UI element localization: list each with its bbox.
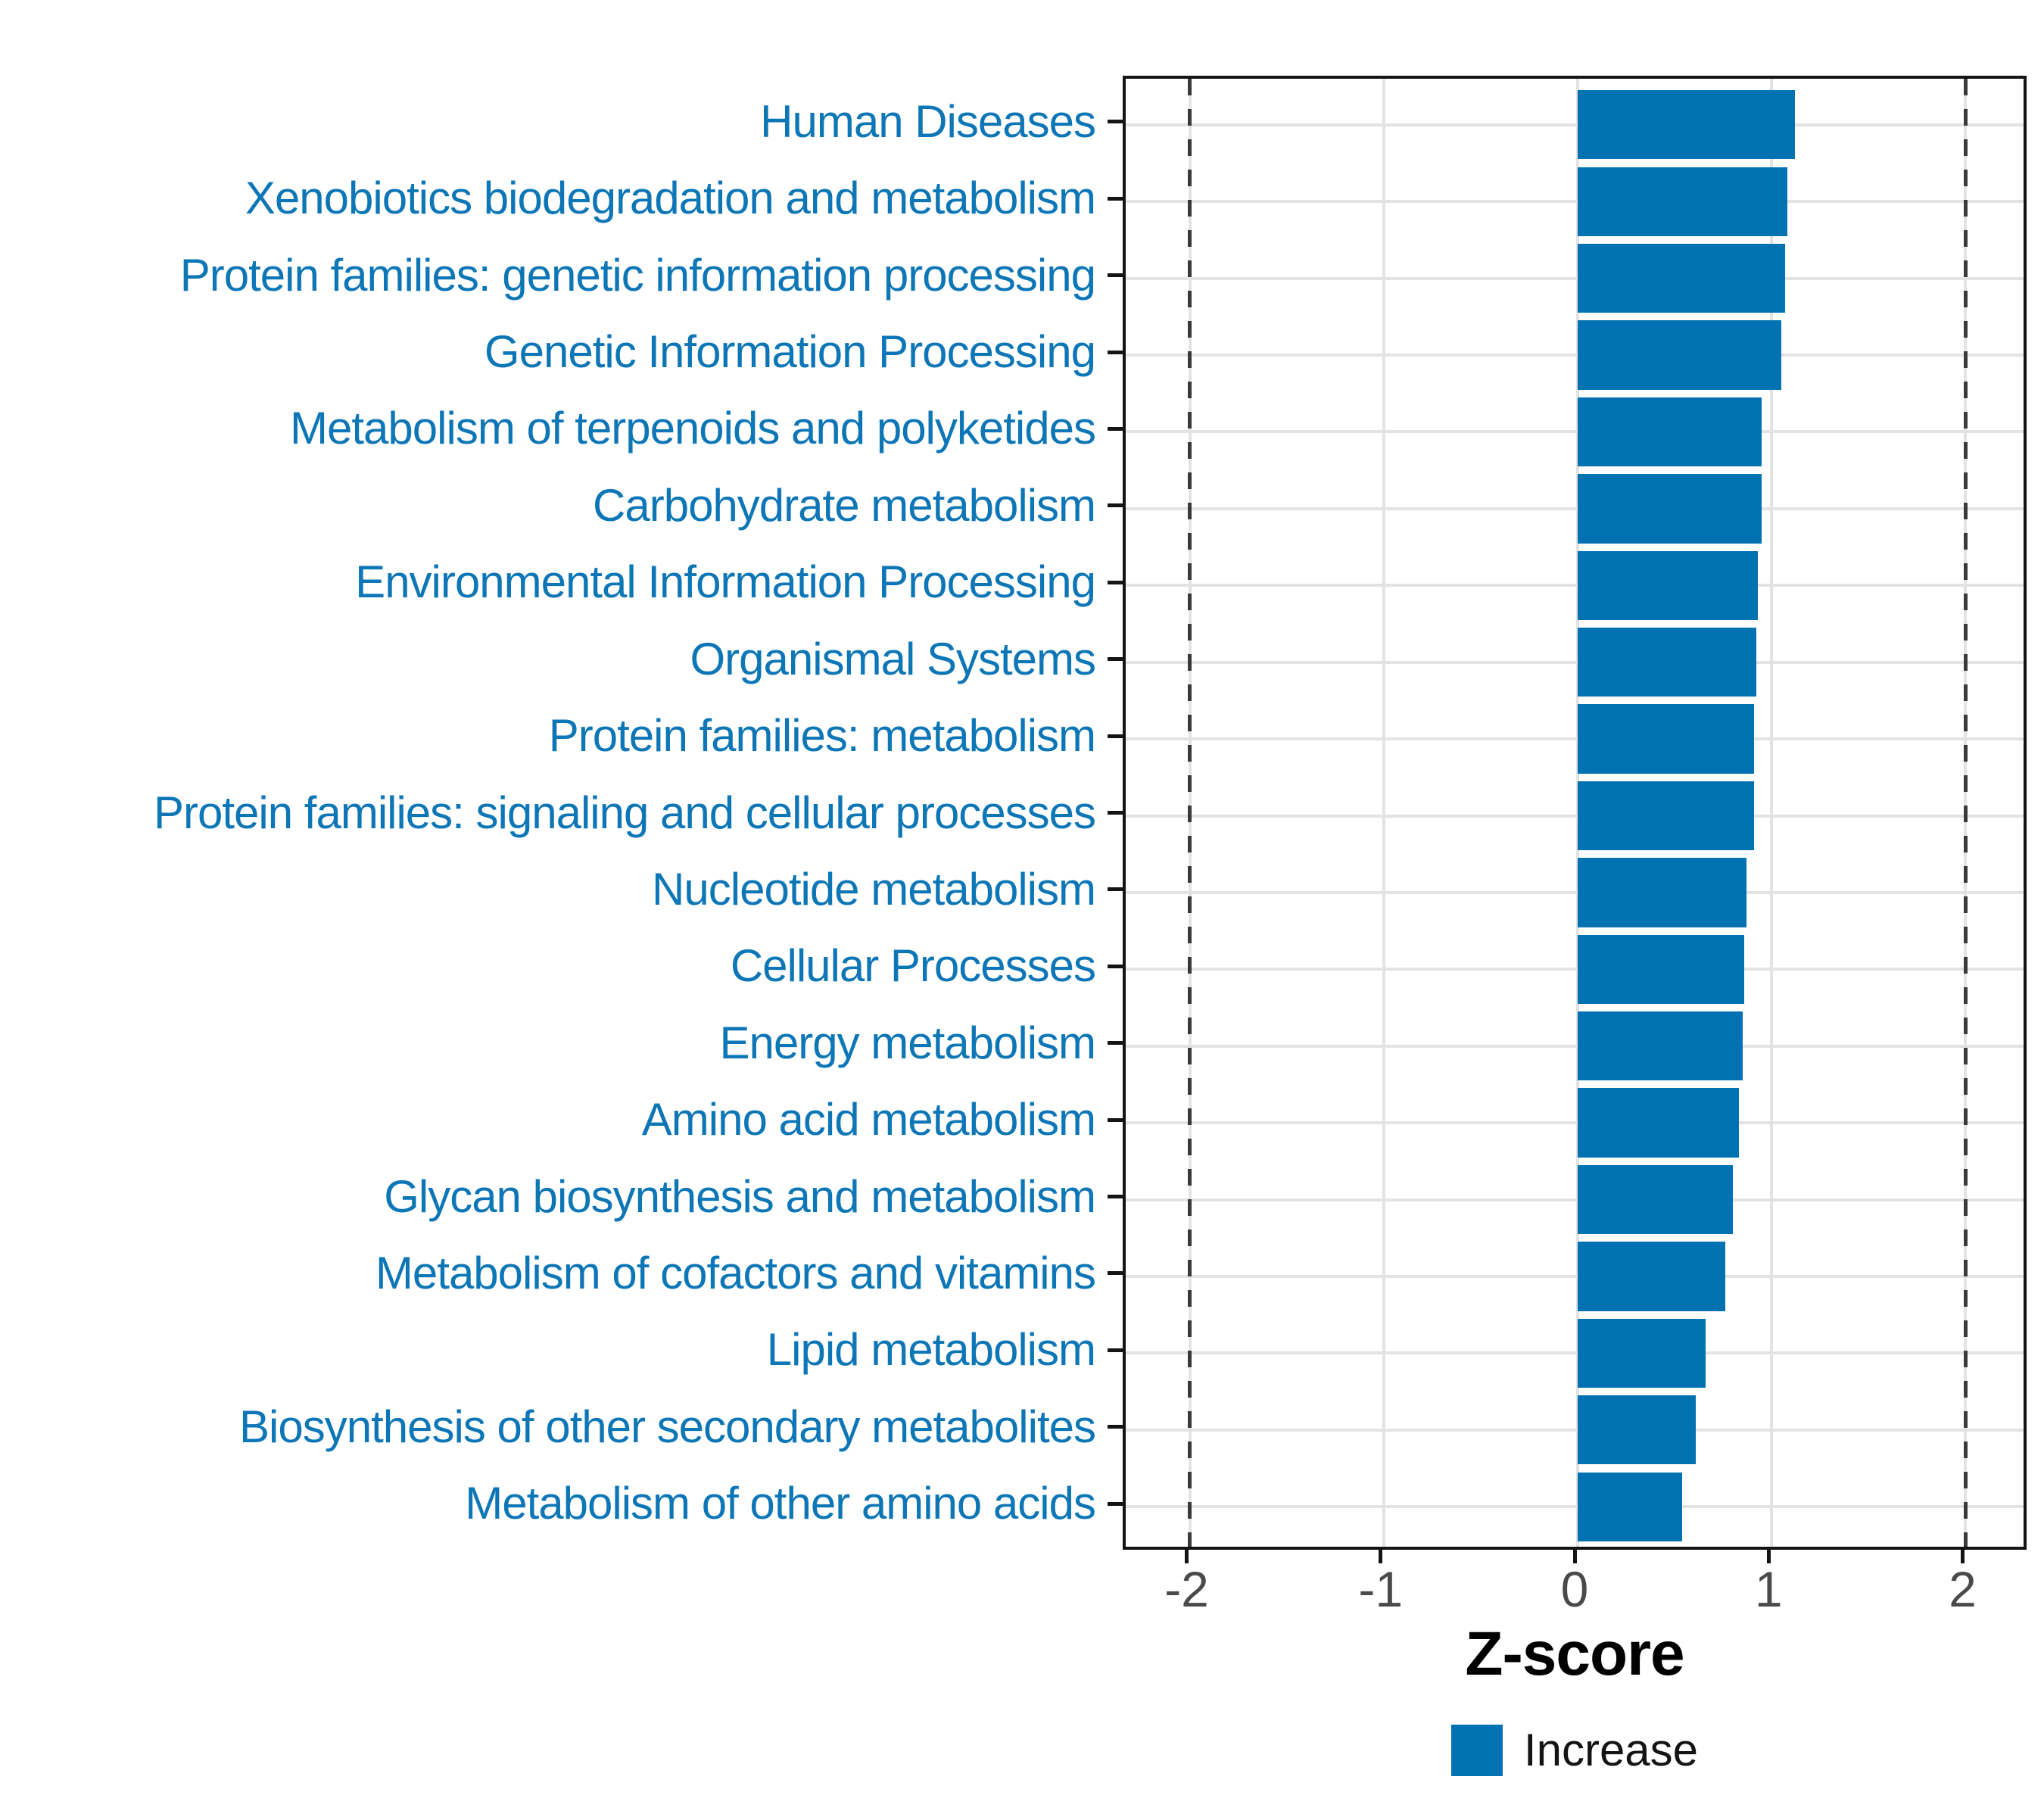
bar: [1578, 550, 1759, 620]
x-tick-label: 2: [1949, 1561, 1977, 1617]
bar: [1578, 167, 1787, 236]
legend-swatch-increase: [1450, 1725, 1503, 1776]
bar: [1578, 934, 1745, 1004]
category-label: Biosynthesis of other secondary metaboli…: [239, 1401, 1096, 1452]
y-tick: [1108, 1348, 1123, 1352]
x-tick-label: 0: [1560, 1561, 1589, 1617]
y-tick: [1108, 1271, 1123, 1276]
gridline-y: [1126, 200, 2024, 204]
y-tick: [1108, 1501, 1123, 1506]
y-tick: [1108, 964, 1123, 968]
category-label: Nucleotide metabolism: [652, 863, 1096, 915]
category-label: Human Diseases: [760, 95, 1096, 147]
gridline-y: [1126, 1428, 2024, 1432]
gridline-y: [1126, 1505, 2024, 1509]
y-tick: [1108, 120, 1123, 124]
category-label: Amino acid metabolism: [641, 1094, 1096, 1145]
x-axis-title-wrap: Z-score: [1123, 1619, 2027, 1690]
category-label: Energy metabolism: [719, 1017, 1096, 1068]
bar: [1578, 1318, 1706, 1388]
gridline-y: [1126, 737, 2024, 741]
bar: [1578, 1242, 1725, 1311]
x-axis-title: Z-score: [1465, 1619, 1684, 1688]
gridline-y: [1126, 506, 2024, 510]
bar: [1578, 90, 1795, 160]
gridline-y: [1126, 430, 2024, 434]
bar: [1578, 781, 1755, 851]
category-label: Protein families: signaling and cellular…: [154, 787, 1096, 838]
bar: [1578, 474, 1762, 544]
category-label: Glycan biosynthesis and metabolism: [384, 1170, 1096, 1222]
category-label: Protein families: genetic information pr…: [179, 249, 1096, 301]
x-tick-label: -2: [1164, 1561, 1209, 1617]
x-tick-label: 1: [1754, 1561, 1783, 1617]
plot-panel: [1123, 76, 2027, 1550]
threshold-line--2: [1188, 79, 1192, 1547]
x-tick: [1185, 1550, 1189, 1563]
gridline-y: [1126, 354, 2024, 357]
threshold-line-2: [1963, 79, 1968, 1547]
x-tick-label: -1: [1358, 1561, 1404, 1617]
gridline-y: [1126, 814, 2024, 818]
gridline-y: [1126, 660, 2024, 664]
category-label: Lipid metabolism: [766, 1324, 1096, 1376]
y-tick: [1108, 1117, 1123, 1122]
y-tick: [1108, 734, 1123, 738]
gridline-y: [1126, 890, 2024, 894]
bar: [1578, 704, 1755, 774]
y-tick: [1108, 273, 1123, 278]
gridline-y: [1126, 584, 2024, 587]
bar: [1578, 628, 1756, 697]
category-label: Organismal Systems: [690, 633, 1096, 684]
bar: [1578, 858, 1746, 927]
gridline-y: [1126, 1198, 2024, 1201]
category-label: Xenobiotics biodegradation and metabolis…: [245, 173, 1096, 224]
gridline-y: [1126, 1044, 2024, 1048]
category-label: Metabolism of cofactors and vitamins: [375, 1247, 1096, 1298]
gridline-y: [1126, 123, 2024, 126]
gridline-x-1: [1770, 79, 1774, 1547]
bar: [1578, 244, 1786, 313]
y-tick: [1108, 811, 1123, 815]
category-label: Genetic Information Processing: [484, 326, 1096, 378]
gridline-y: [1126, 276, 2024, 280]
category-label: Metabolism of terpenoids and polyketides: [290, 403, 1096, 454]
y-tick: [1108, 503, 1123, 508]
y-tick: [1108, 1425, 1123, 1429]
x-tick: [1379, 1550, 1383, 1563]
y-tick: [1108, 1195, 1123, 1199]
category-label: Carbohydrate metabolism: [593, 479, 1096, 531]
gridline-y: [1126, 1121, 2024, 1125]
category-label: Cellular Processes: [730, 940, 1096, 992]
bar: [1578, 397, 1762, 467]
category-label: Environmental Information Processing: [355, 556, 1096, 608]
legend: Increase: [1123, 1725, 2027, 1776]
y-tick: [1108, 1041, 1123, 1046]
y-tick: [1108, 196, 1123, 201]
bar: [1578, 1088, 1739, 1158]
bar: [1578, 1164, 1733, 1235]
y-tick: [1108, 657, 1123, 662]
x-tick: [1960, 1550, 1965, 1563]
legend-label: Increase: [1523, 1725, 1699, 1775]
x-tick: [1766, 1550, 1771, 1563]
gridline-y: [1126, 1274, 2024, 1278]
category-label: Metabolism of other amino acids: [465, 1478, 1096, 1529]
y-tick: [1108, 887, 1123, 892]
y-tick: [1108, 350, 1123, 354]
gridline-x--1: [1382, 79, 1385, 1547]
bar: [1578, 1011, 1743, 1081]
bar: [1578, 320, 1782, 390]
bar: [1578, 1472, 1683, 1541]
y-tick: [1108, 580, 1123, 584]
bar: [1578, 1395, 1697, 1465]
gridline-y: [1126, 1351, 2024, 1355]
gridline-y: [1126, 968, 2024, 971]
x-tick: [1572, 1550, 1577, 1563]
category-label: Protein families: metabolism: [548, 710, 1096, 762]
y-tick: [1108, 426, 1123, 431]
